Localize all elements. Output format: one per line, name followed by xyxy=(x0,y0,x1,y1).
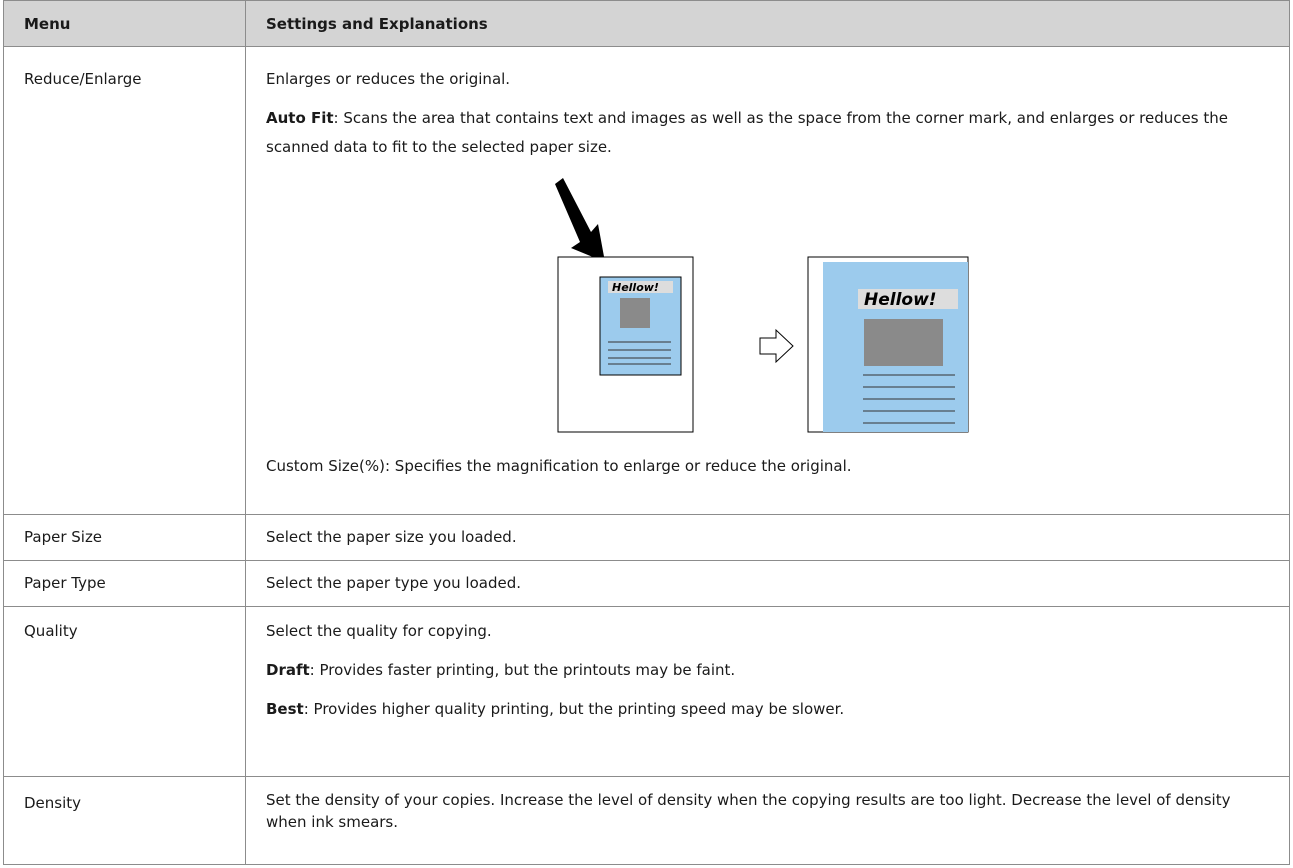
figure-label: Hellow! xyxy=(612,281,659,294)
text-lines xyxy=(863,374,955,424)
row: Quality Select the quality for copying. … xyxy=(3,606,1290,777)
paragraph: Auto Fit: Scans the area that contains t… xyxy=(266,104,1269,162)
text-lines xyxy=(608,341,671,365)
menu-cell: Reduce/Enlarge xyxy=(3,46,246,515)
text: : Scans the area that contains text and … xyxy=(266,109,1228,156)
result-arrow xyxy=(759,328,794,364)
desc-cell: Select the paper size you loaded. xyxy=(245,514,1290,561)
menu-text: Quality xyxy=(24,622,78,640)
header-row: Menu Settings and Explanations xyxy=(3,0,1290,47)
menu-text: Paper Size xyxy=(24,528,103,546)
desc-cell: Select the quality for copying. Draft: P… xyxy=(245,606,1290,777)
row: Paper Size Select the paper size you loa… xyxy=(3,514,1290,561)
term: Best xyxy=(266,700,304,718)
paragraph: Draft: Provides faster printing, but the… xyxy=(266,656,1269,685)
menu-text: Reduce/Enlarge xyxy=(24,70,142,88)
menu-cell: Density xyxy=(3,776,246,865)
figure: Hellow! Hellow! xyxy=(555,178,969,433)
menu-cell: Quality xyxy=(3,606,246,777)
menu-cell: Paper Size xyxy=(3,514,246,561)
row: Paper Type Select the paper type you loa… xyxy=(3,560,1290,607)
photo xyxy=(864,319,943,366)
paragraph: Select the paper type you loaded. xyxy=(266,574,522,592)
text: : Provides higher quality printing, but … xyxy=(303,700,845,718)
figure-label: Hellow! xyxy=(864,290,937,310)
header-cell: Settings and Explanations xyxy=(245,0,1290,47)
settings-table: Menu Settings and Explanations Reduce/En… xyxy=(3,0,1290,865)
row: Reduce/Enlarge Enlarges or reduces the o… xyxy=(3,46,1290,515)
photo xyxy=(620,298,650,328)
term: Draft xyxy=(266,661,310,679)
paragraph: Enlarges or reduces the original. xyxy=(266,70,511,88)
row: Density Set the density of your copies. … xyxy=(3,776,1290,865)
menu-text: Density xyxy=(24,794,82,812)
menu-text: Paper Type xyxy=(24,574,106,592)
label-bar xyxy=(608,281,673,293)
paragraph: Set the density of your copies. Increase… xyxy=(266,791,1231,831)
term: Auto Fit xyxy=(266,109,334,127)
text: : Provides faster printing, but the prin… xyxy=(309,661,736,679)
desc-cell: Select the paper type you loaded. xyxy=(245,560,1290,607)
header-cell: Menu xyxy=(3,0,246,47)
desc-cell: Enlarges or reduces the original. Auto F… xyxy=(245,46,1290,515)
label-bar xyxy=(858,289,958,309)
desc-cell: Set the density of your copies. Increase… xyxy=(245,776,1290,865)
paragraph: Select the paper size you loaded. xyxy=(266,528,517,546)
paragraph: Best: Provides higher quality printing, … xyxy=(266,695,1269,724)
corner-arrow xyxy=(555,178,605,262)
paragraph: Select the quality for copying. xyxy=(266,622,492,640)
paragraph: Custom Size(%): Specifies the magnificat… xyxy=(266,457,852,475)
menu-cell: Paper Type xyxy=(3,560,246,607)
